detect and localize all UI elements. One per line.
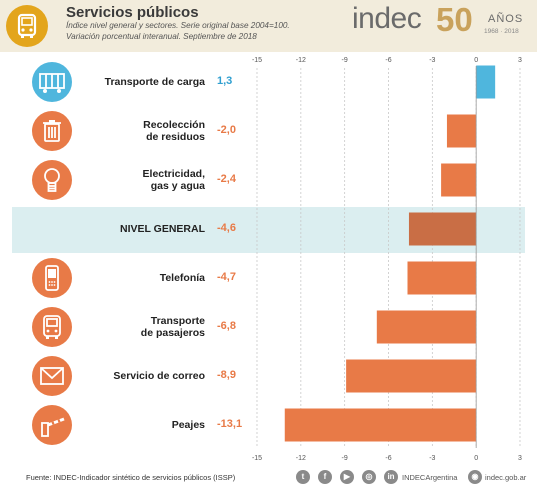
category-label: Transporte de pasajeros: [141, 315, 205, 339]
subtitle-line: Variación porcentual interanual. Septiem…: [66, 31, 257, 41]
category-label: NIVEL GENERAL: [120, 223, 205, 235]
value-label: -6,8: [217, 320, 236, 332]
category-label: Servicio de correo: [113, 370, 205, 382]
category-label: Telefonía: [160, 272, 205, 284]
x-tick-label: -6: [385, 57, 391, 64]
anniversary-number: 50: [436, 1, 473, 38]
indec-logo: indec: [352, 2, 422, 35]
social-handle[interactable]: INDECArgentina: [402, 473, 458, 482]
globe-icon[interactable]: ◉: [468, 470, 482, 484]
category-label-line: Electricidad,: [142, 168, 205, 180]
x-tick-label: -15: [252, 455, 262, 462]
bar: [407, 261, 477, 295]
category-label-line: NIVEL GENERAL: [120, 223, 205, 235]
envelope-icon: [32, 356, 72, 396]
linkedin-icon[interactable]: in: [384, 470, 398, 484]
value-label: -4,6: [217, 222, 236, 234]
page-subtitle: Índice nivel general y sectores. Serie o…: [66, 21, 290, 42]
x-tick-label: 0: [474, 455, 478, 462]
mobile-phone-icon: [32, 258, 72, 298]
category-label: Transporte de carga: [105, 76, 205, 88]
instagram-icon[interactable]: ◎: [362, 470, 376, 484]
value-label: 1,3: [217, 75, 233, 87]
light-bulb-icon: [32, 160, 72, 200]
trash-bin-icon: [32, 111, 72, 151]
value-label: -2,0: [217, 124, 236, 136]
bar: [284, 408, 477, 442]
category-label-line: Transporte: [150, 315, 205, 327]
category-label-line: Peajes: [171, 419, 205, 431]
source-note: Fuente: INDEC-Indicador sintético de ser…: [26, 473, 236, 482]
category-label-line: de pasajeros: [140, 327, 205, 339]
x-tick-label: 0: [474, 57, 478, 64]
youtube-icon[interactable]: ▶: [340, 470, 354, 484]
twitter-icon[interactable]: t: [296, 470, 310, 484]
anniversary-years: 1968 · 2018: [484, 28, 519, 35]
x-tick-label: -3: [429, 455, 435, 462]
category-label: Peajes: [172, 419, 205, 431]
x-tick-label: -12: [296, 57, 306, 64]
x-tick-label: -9: [342, 455, 348, 462]
value-label: -4,7: [217, 271, 236, 283]
category-label-line: de residuos: [146, 131, 205, 143]
value-label: -2,4: [217, 173, 236, 185]
x-tick-label: -3: [429, 57, 435, 64]
category-label-line: Servicio de correo: [113, 370, 205, 382]
category-label-line: Recolección: [143, 119, 205, 131]
category-label-line: Telefonía: [159, 272, 205, 284]
subtitle-line: Índice nivel general y sectores. Serie o…: [66, 21, 290, 30]
category-label-line: Transporte de carga: [104, 76, 205, 88]
x-tick-label: -15: [252, 57, 262, 64]
toll-barrier-icon: [32, 405, 72, 445]
website-link[interactable]: indec.gob.ar: [485, 473, 527, 482]
bus-icon: [6, 5, 48, 47]
category-label-line: gas y agua: [150, 180, 205, 192]
category-label: Electricidad, gas y agua: [143, 168, 205, 192]
header-band: Servicios públicos Índice nivel general …: [0, 0, 537, 52]
category-label: Recolección de residuos: [143, 119, 205, 143]
train-car-icon: [32, 62, 72, 102]
x-tick-label: -6: [385, 455, 391, 462]
anniversary-label: AÑOS: [488, 13, 524, 25]
value-label: -13,1: [217, 418, 243, 430]
x-tick-label: -9: [342, 57, 348, 64]
bus-icon: [32, 307, 72, 347]
bar: [441, 163, 477, 197]
bar: [376, 310, 477, 344]
facebook-icon[interactable]: f: [318, 470, 332, 484]
x-tick-label: 3: [518, 57, 522, 64]
bar: [446, 114, 477, 148]
x-tick-label: -12: [296, 455, 306, 462]
bar: [476, 65, 496, 99]
bar: [346, 359, 477, 393]
page-title: Servicios públicos: [66, 4, 199, 21]
x-tick-label: 3: [518, 455, 522, 462]
bar: [408, 212, 477, 246]
value-label: -8,9: [217, 369, 236, 381]
